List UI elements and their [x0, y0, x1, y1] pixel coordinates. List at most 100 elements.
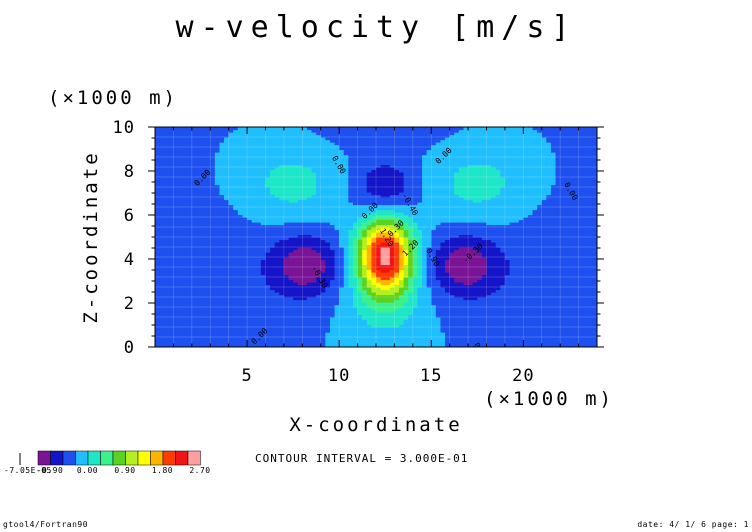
contour-cell	[191, 202, 198, 206]
contour-cell	[178, 239, 184, 243]
contour-cell	[334, 194, 340, 198]
contour-cell	[205, 182, 211, 186]
contour-cell	[187, 322, 193, 326]
contour-cell	[385, 267, 391, 271]
contour-cell	[348, 249, 354, 253]
contour-cell	[228, 264, 234, 268]
contour-cell	[210, 169, 216, 173]
contour-cell	[385, 229, 391, 233]
contour-cell	[320, 164, 326, 168]
contour-cell	[348, 264, 354, 268]
contour-cell	[389, 162, 396, 166]
contour-cell	[380, 247, 386, 251]
contour-cell	[288, 202, 294, 206]
contour-cell	[403, 274, 409, 278]
contour-cell	[302, 239, 308, 243]
contour-cell	[182, 259, 188, 263]
contour-cell	[182, 337, 188, 341]
contour-cell	[334, 189, 340, 193]
contour-cell	[352, 327, 359, 331]
contour-cell	[380, 172, 386, 176]
contour-cell	[385, 297, 391, 301]
contour-cell	[270, 169, 276, 173]
contour-cell	[214, 322, 221, 326]
contour-cell	[210, 344, 216, 347]
contour-cell	[325, 324, 331, 328]
contour-cell	[274, 187, 280, 191]
contour-cell	[399, 194, 405, 198]
contour-cell	[316, 299, 322, 303]
contour-cell	[270, 129, 276, 133]
contour-cell	[168, 179, 175, 183]
contour-cell	[311, 252, 317, 256]
contour-cell	[385, 262, 391, 266]
contour-cell	[399, 224, 405, 228]
contour-cell	[182, 207, 188, 211]
contour-cell	[297, 252, 303, 256]
contour-cell	[403, 159, 409, 163]
contour-cell	[394, 147, 400, 151]
contour-cell	[237, 282, 244, 286]
contour-cell	[376, 224, 382, 228]
contour-cell	[352, 309, 359, 313]
contour-cell	[237, 172, 244, 176]
contour-cell	[403, 167, 409, 171]
contour-cell	[182, 209, 188, 213]
contour-cell	[210, 164, 216, 168]
contour-cell	[293, 227, 299, 231]
contour-cell	[376, 204, 382, 208]
contour-cell	[306, 144, 313, 148]
contour-cell	[178, 302, 184, 306]
contour-cell	[201, 269, 207, 273]
contour-cell	[385, 189, 391, 193]
contour-cell	[366, 167, 372, 171]
contour-cell	[366, 284, 372, 288]
contour-cell	[283, 269, 290, 273]
contour-cell	[251, 327, 257, 331]
contour-cell	[159, 174, 165, 178]
contour-cell	[293, 232, 299, 236]
contour-cell	[408, 209, 414, 213]
contour-cell	[260, 199, 267, 203]
contour-cell	[251, 312, 257, 316]
contour-cell	[247, 257, 253, 261]
contour-cell	[403, 242, 409, 246]
contour-cell	[293, 189, 299, 193]
contour-cell	[329, 329, 336, 333]
contour-cell	[159, 317, 165, 321]
contour-cell	[302, 209, 308, 213]
contour-cell	[371, 274, 377, 278]
contour-cell	[371, 189, 377, 193]
contour-cell	[357, 172, 363, 176]
contour-cell	[274, 184, 280, 188]
contour-cell	[159, 324, 165, 328]
contour-cell	[265, 259, 271, 263]
contour-cell	[403, 277, 409, 281]
contour-cell	[155, 334, 161, 338]
contour-cell	[256, 264, 262, 268]
contour-cell	[205, 237, 211, 241]
contour-cell	[283, 129, 290, 133]
contour-cell	[228, 309, 234, 313]
contour-cell	[389, 194, 396, 198]
contour-cell	[412, 332, 419, 336]
contour-cell	[168, 129, 175, 133]
contour-cell	[412, 242, 419, 246]
contour-cell	[155, 292, 161, 296]
contour-cell	[283, 204, 290, 208]
contour-cell	[242, 162, 248, 166]
contour-cell	[155, 234, 161, 238]
contour-cell	[173, 162, 179, 166]
contour-cell	[187, 184, 193, 188]
contour-cell	[260, 267, 267, 271]
contour-cell	[293, 129, 299, 133]
contour-cell	[242, 294, 248, 298]
contour-cell	[376, 144, 382, 148]
contour-cell	[233, 287, 239, 291]
contour-cell	[191, 322, 198, 326]
contour-cell	[260, 219, 267, 223]
contour-cell	[329, 262, 336, 266]
contour-cell	[164, 197, 170, 201]
contour-cell	[247, 274, 253, 278]
contour-cell	[302, 217, 308, 221]
